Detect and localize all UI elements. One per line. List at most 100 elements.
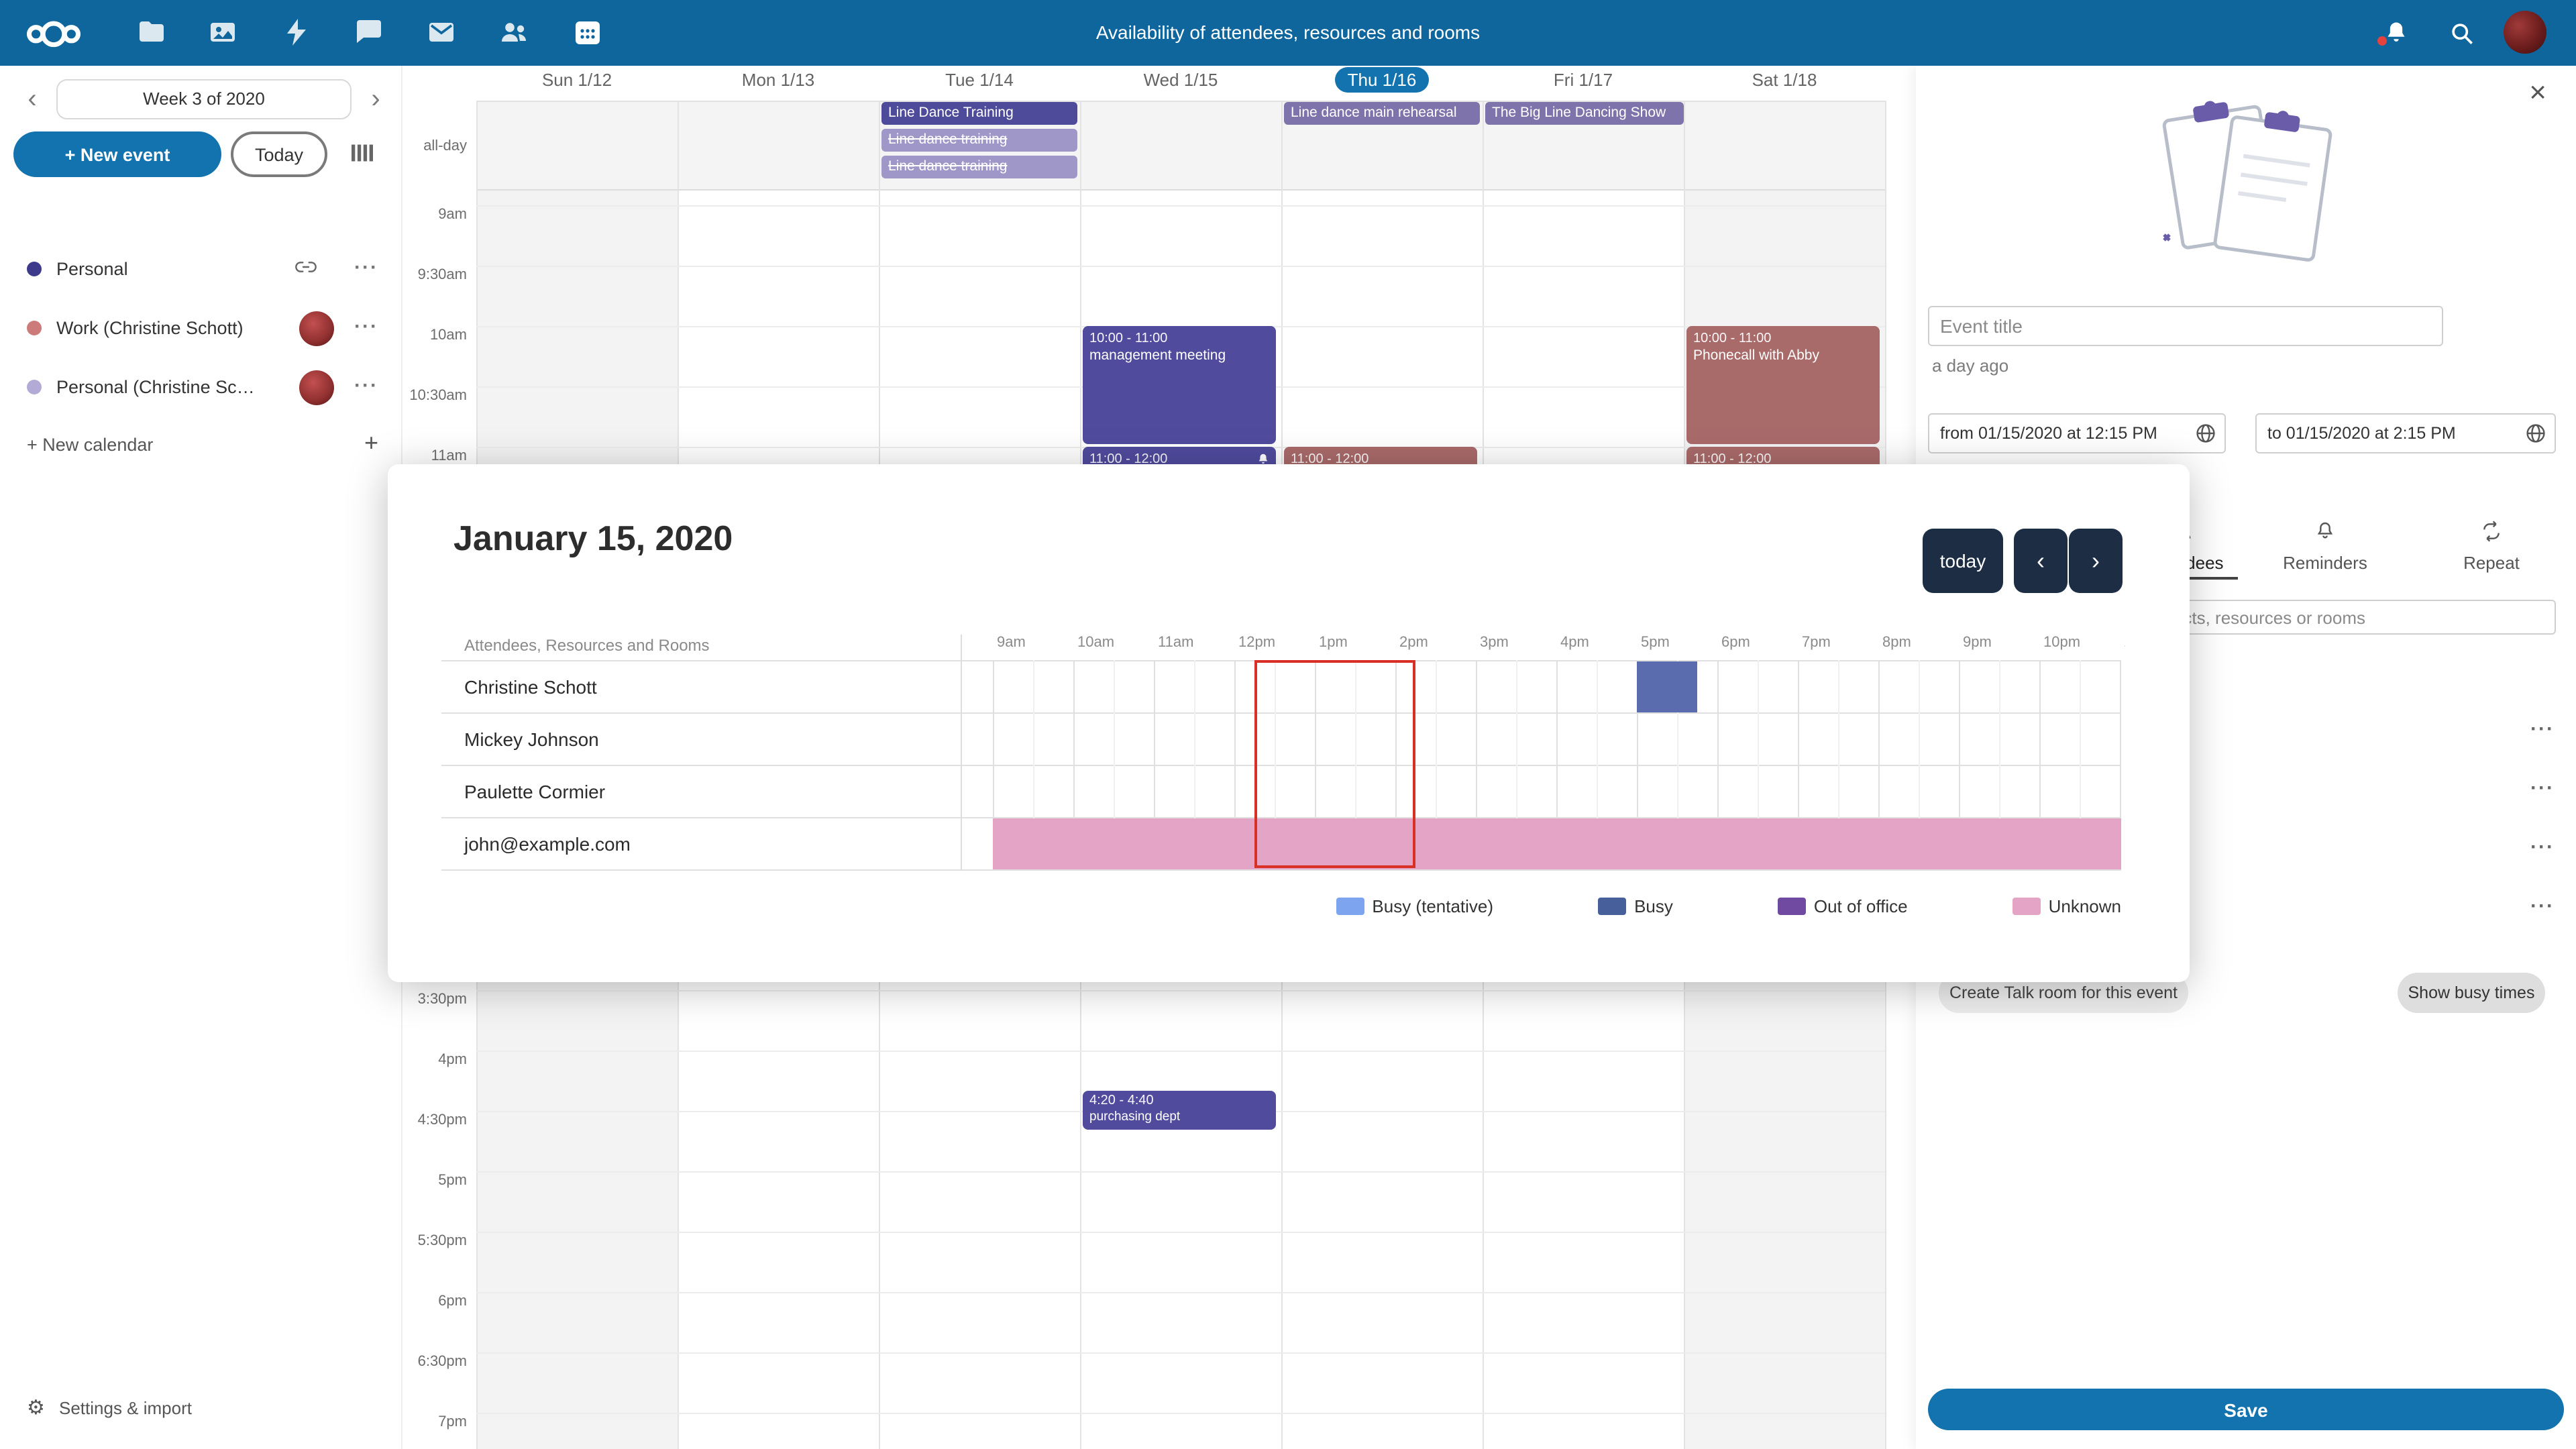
notification-badge	[2377, 36, 2387, 46]
event-time: 10:00 - 11:00	[1089, 331, 1168, 346]
event-title-input[interactable]	[1928, 306, 2443, 346]
legend-swatch	[1336, 898, 1364, 915]
attendees-column-header: Attendees, Resources and Rooms	[464, 636, 710, 655]
day-header-thu-1-16[interactable]: Thu 1/16	[1281, 67, 1483, 93]
close-icon[interactable]: ×	[2521, 74, 2555, 111]
tab-repeat[interactable]: Repeat	[2446, 521, 2537, 580]
repeat-icon	[2483, 521, 2500, 542]
sidebar-calendar-personal[interactable]: Personal ···	[0, 240, 402, 299]
dialog-today-button[interactable]: today	[1923, 529, 2003, 593]
today-button[interactable]: Today	[231, 131, 327, 177]
legend-item: Out of office	[1777, 896, 1908, 916]
time-label: 6pm	[438, 1293, 467, 1309]
timeline-hour-label: 10pm	[2043, 635, 2081, 651]
event-line-dance-training-declined-2[interactable]: Line dance training	[881, 156, 1077, 178]
calendar-actions-menu[interactable]: ···	[354, 256, 378, 279]
tab-reminders[interactable]: Reminders	[2262, 521, 2388, 580]
timezone-globe-icon	[2526, 424, 2545, 443]
plus-icon[interactable]: +	[364, 429, 378, 456]
time-label: 9am	[438, 207, 467, 223]
calendar-icon[interactable]	[572, 16, 606, 51]
end-datetime-button[interactable]: to 01/15/2020 at 2:15 PM	[2255, 413, 2556, 453]
mail-icon[interactable]	[425, 16, 460, 51]
day-header-tue-1-14[interactable]: Tue 1/14	[945, 70, 1014, 90]
week-view-toggle-icon[interactable]	[338, 131, 386, 177]
timeline-hour-label: 1pm	[1319, 635, 1348, 651]
attendee-actions-menu[interactable]: ···	[2530, 777, 2555, 800]
event-line-dance-training-declined-1[interactable]: Line dance training	[881, 129, 1077, 152]
show-busy-times-button[interactable]: Show busy times	[2398, 973, 2545, 1013]
calendar-color-dot	[27, 262, 42, 276]
save-button[interactable]: Save	[1928, 1389, 2564, 1430]
event-management-meeting[interactable]: 10:00 - 11:00 management meeting	[1083, 326, 1276, 444]
settings-and-import[interactable]: ⚙ Settings & import	[0, 1393, 402, 1425]
legend-swatch	[1777, 898, 1806, 915]
time-label: 6:30pm	[417, 1354, 467, 1370]
event-phonecall-with-abby[interactable]: 10:00 - 11:00 Phonecall with Abby	[1686, 326, 1880, 444]
availability-timeline[interactable]	[962, 660, 2121, 869]
time-label: 5pm	[438, 1173, 467, 1189]
attendee-actions-menu[interactable]: ···	[2530, 718, 2555, 741]
event-big-line-dancing-show[interactable]: The Big Line Dancing Show	[1485, 102, 1684, 125]
nextcloud-logo-icon[interactable]	[24, 13, 83, 51]
notifications-bell-icon[interactable]	[2381, 19, 2411, 48]
top-bar: Availability of attendees, resources and…	[0, 0, 2576, 66]
time-label: 7pm	[438, 1414, 467, 1430]
legend-swatch	[1598, 898, 1627, 915]
new-event-button[interactable]: + New event	[13, 131, 221, 177]
attendee-actions-menu[interactable]: ···	[2530, 836, 2555, 859]
sidebar-calendar-personal-christine[interactable]: Personal (Christine Schott) ···	[0, 358, 402, 417]
calendar-name: Personal	[56, 259, 128, 279]
timezone-globe-icon	[2196, 424, 2215, 443]
event-title: Phonecall with Abby	[1693, 347, 1819, 364]
event-title: purchasing dept	[1089, 1110, 1181, 1124]
start-datetime-button[interactable]: from 01/15/2020 at 12:15 PM	[1928, 413, 2226, 453]
timeline-hour-labels: 9am 10am 11am 12pm 1pm 2pm 3pm 4pm 5pm 6pm 7pm 8pm 9…	[961, 635, 2125, 656]
timeline-hour-label: 6pm	[1721, 635, 1750, 651]
time-label: 5:30pm	[417, 1233, 467, 1249]
availability-dialog: January 15, 2020 today ‹ › Attendees, Re…	[388, 464, 2190, 982]
selected-timeslot[interactable]	[1254, 660, 1415, 868]
calendar-actions-menu[interactable]: ···	[354, 374, 378, 397]
day-header-sat-1-18[interactable]: Sat 1/18	[1752, 70, 1817, 90]
reminders-bell-icon	[2317, 522, 2333, 539]
gear-icon: ⚙	[27, 1397, 45, 1419]
calendar-owner-avatar	[299, 311, 334, 346]
day-header-mon-1-13[interactable]: Mon 1/13	[741, 70, 815, 90]
photos-icon[interactable]	[207, 16, 241, 51]
time-label: 4:30pm	[417, 1112, 467, 1128]
attendee-actions-menu[interactable]: ···	[2530, 895, 2555, 918]
new-calendar-row[interactable]: + New calendar +	[0, 417, 402, 476]
timeline-hour-label: 3pm	[1480, 635, 1509, 651]
next-day-button[interactable]: ›	[2069, 529, 2123, 593]
new-calendar-label: + New calendar	[27, 435, 154, 455]
legend-item: Busy	[1598, 896, 1673, 916]
share-link-icon[interactable]	[295, 258, 317, 282]
day-header-sun-1-12[interactable]: Sun 1/12	[541, 70, 612, 90]
search-icon[interactable]	[2447, 19, 2477, 48]
event-line-dance-training[interactable]: Line Dance Training	[881, 102, 1077, 125]
timeline-hour-label: 8pm	[1882, 635, 1911, 651]
calendar-actions-menu[interactable]: ···	[354, 315, 378, 338]
event-purchasing-dept[interactable]: 4:20 - 4:40 purchasing dept	[1083, 1091, 1276, 1130]
week-selector[interactable]: Week 3 of 2020	[56, 79, 352, 119]
next-week-button[interactable]: ›	[371, 85, 380, 114]
sidebar-calendar-work[interactable]: Work (Christine Schott) ···	[0, 299, 402, 358]
time-label: 10:30am	[409, 388, 467, 404]
time-label: 10am	[429, 327, 467, 343]
attendee-name: Mickey Johnson	[464, 729, 599, 750]
event-time: 11:00 - 12:00	[1089, 452, 1168, 467]
previous-day-button[interactable]: ‹	[2014, 529, 2068, 593]
day-header-fri-1-17[interactable]: Fri 1/17	[1553, 70, 1613, 90]
activity-icon[interactable]	[280, 16, 315, 51]
files-icon[interactable]	[136, 16, 170, 51]
contacts-icon[interactable]	[498, 16, 533, 51]
talk-icon[interactable]	[353, 16, 388, 51]
day-header-wed-1-15[interactable]: Wed 1/15	[1143, 70, 1218, 90]
user-avatar[interactable]	[2504, 11, 2546, 54]
event-time: 11:00 - 12:00	[1693, 452, 1772, 467]
event-line-dance-main-rehearsal[interactable]: Line dance main rehearsal	[1284, 102, 1480, 125]
event-time: 4:20 - 4:40	[1089, 1093, 1154, 1108]
previous-week-button[interactable]: ‹	[28, 85, 37, 114]
